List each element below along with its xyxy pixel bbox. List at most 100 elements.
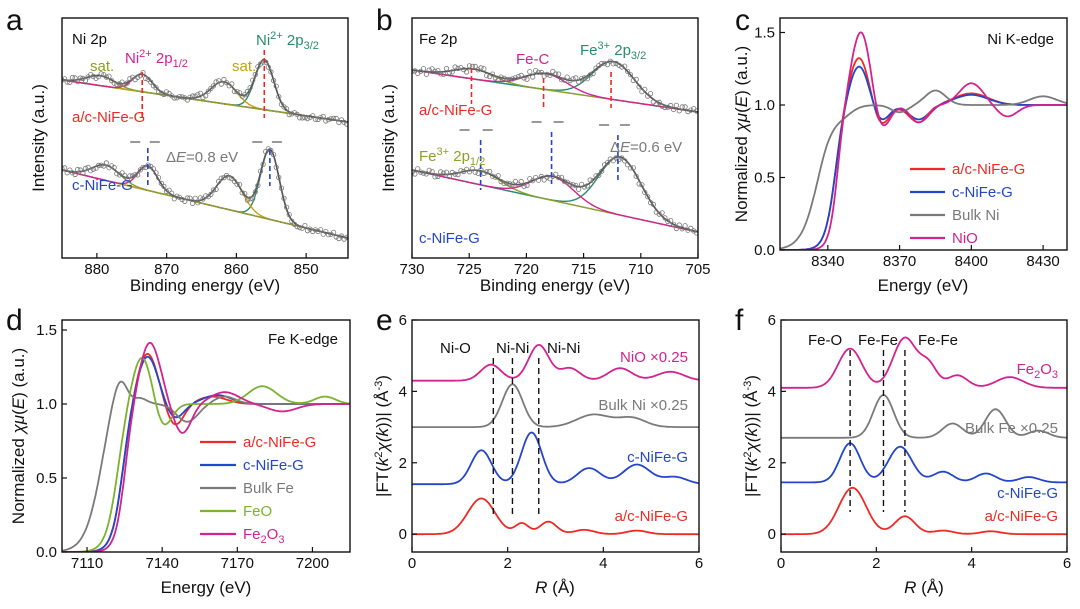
- panel-c-ni-kedge: 8340 8370 8400 8430 0.0 0.5 1.0 1.5 Ni K-edge a…: [732, 17, 1068, 295]
- panel-f-x-tick-label-0: 0: [777, 555, 785, 572]
- panel-b-ac-data-point: [555, 71, 562, 77]
- panel-label-d: d: [6, 304, 23, 337]
- panel-a-c-data-point: [135, 172, 141, 178]
- panel-a-ac-data-point: [103, 74, 110, 80]
- panel-b-c-data-point: [604, 160, 611, 166]
- panel-a-c-data-point: [333, 234, 339, 240]
- panel-label-b: b: [376, 4, 393, 37]
- panel-b-c-data-point: [576, 186, 582, 192]
- panel-b-ac-data-point: [495, 77, 501, 83]
- panel-b-c-data-point: [607, 156, 613, 162]
- panel-a-c-data-point: [317, 227, 324, 233]
- panel-a-ac-data-point: [153, 85, 159, 91]
- panel-f-x-tick-label-2: 4: [967, 555, 975, 572]
- panel-a-ac-data-point: [289, 111, 295, 117]
- panel-b-ac-data-point: [466, 63, 473, 69]
- panel-a-ac-data-point: [179, 94, 185, 100]
- panel-e-annotation-2: Ni-Ni: [547, 340, 580, 357]
- panel-d-y-label: Normalized χμ(E) (a.u.): [9, 348, 28, 524]
- panel-a-ac-data-point: [114, 81, 120, 87]
- panel-a-c-data-point: [273, 164, 279, 170]
- panel-b-x-label: Binding energy (eV): [480, 276, 630, 295]
- panel-c-y-tick-label-0: 0.0: [754, 242, 775, 259]
- panel-a-c-data-point: [312, 227, 318, 233]
- panel-d-line-3: [62, 357, 350, 552]
- panel-a-c-data-point: [137, 167, 143, 173]
- panel-b-c-data-point: [507, 181, 513, 187]
- panel-b-c-data-point: [515, 181, 522, 187]
- panel-b-ac-data-point: [455, 65, 461, 72]
- panel-b-c-data-point: [541, 177, 547, 183]
- panel-a-ni2p12-label: Ni2+ 2p1/2: [125, 48, 188, 70]
- panel-a-delta-e: ΔE=0.8 eV: [166, 149, 238, 166]
- panel-a-c-data-point: [229, 176, 235, 182]
- panel-b-c-data-point: [616, 156, 622, 163]
- panel-d-legend-label-2: Bulk Fe: [243, 480, 294, 497]
- panel-b-ac-data-point: [679, 104, 685, 110]
- panel-a-ac-data-point: [98, 71, 104, 77]
- panel-a-c-data-point: [174, 193, 180, 199]
- panel-d-legend-label-4: Fe2O3: [243, 526, 284, 546]
- panel-a-c-data-point: [242, 191, 248, 197]
- panel-a-c-data-point: [315, 228, 321, 234]
- panel-c-legend-label-2: Bulk Ni: [952, 207, 1000, 224]
- panel-a-c-data-point: [187, 195, 193, 201]
- panel-b-ac-data-point: [417, 68, 424, 74]
- panel-c-line-1: [780, 65, 1067, 250]
- panel-b-ac-data-point: [573, 75, 579, 81]
- panel-f-y-tick-label-2: 4: [768, 383, 776, 400]
- panel-b-ac-data-point: [576, 79, 582, 85]
- panel-a-c-data-point: [190, 200, 196, 206]
- panel-a-c-data-point: [75, 166, 81, 173]
- panel-b-c-data-point: [509, 181, 516, 187]
- panel-f-frame: [780, 319, 1068, 553]
- panel-b-c-data-point: [530, 178, 536, 184]
- panel-e-x-tick-label-0: 0: [408, 555, 416, 572]
- panel-a-ac-data-point: [156, 89, 162, 95]
- panel-c-x-tick-label-2: 8400: [955, 253, 988, 270]
- panel-a-c-data-point: [111, 164, 117, 171]
- panel-b-c-data-point: [449, 169, 455, 176]
- panel-d-x-tick-label-3: 7200: [296, 555, 329, 572]
- panel-b-series-label-c: c-NiFe-G: [419, 230, 480, 247]
- panel-b-c-data-point: [521, 183, 527, 189]
- panel-a-ac-data-point: [229, 81, 235, 87]
- panel-a-ac-data-point: [260, 59, 266, 65]
- panel-b-ac-data-point: [668, 102, 674, 109]
- panel-a-c-data-point: [127, 173, 133, 179]
- panel-b-ac-data-point: [558, 77, 565, 83]
- panel-a-c-data-point: [237, 182, 243, 188]
- panel-a-ac-data-point: [273, 83, 279, 89]
- panel-b-ac-data-point: [452, 64, 458, 70]
- panel-b-ac-data-point: [553, 71, 559, 77]
- panel-e-frame: [411, 319, 700, 553]
- panel-c-y-tick-label-1: 0.5: [754, 170, 775, 187]
- panel-e-y-tick-label-0: 0: [399, 526, 407, 543]
- panel-b-c-data-point: [645, 194, 651, 200]
- panel-b-ac-data-point: [662, 104, 668, 111]
- panel-b-ac-data-point: [622, 63, 628, 69]
- panel-b-frame: [411, 17, 699, 259]
- panel-f-annotation-2: Fe-Fe: [918, 332, 958, 349]
- panel-b-ac-data-point: [673, 102, 680, 108]
- panel-a-series-label-c: c-NiFe-G: [72, 177, 133, 194]
- panel-c-legend-label-1: c-NiFe-G: [952, 184, 1013, 201]
- panel-b-c-data-point: [432, 174, 438, 180]
- panel-d-line-0: [62, 352, 350, 552]
- panel-label-e: e: [376, 304, 393, 337]
- panel-b-fe2p12-label: Fe3+ 2p1/2: [419, 146, 485, 168]
- panel-b-ac-data-point: [518, 72, 524, 79]
- panel-a-c-data-point: [218, 175, 224, 181]
- panel-b-ac-data-point: [432, 68, 438, 75]
- panel-a-ac-data-point: [242, 92, 248, 98]
- panel-b-c-data-point: [535, 177, 542, 183]
- panel-f-y-label: |FT(k2χ(k))| (Å-3): [742, 375, 761, 497]
- panel-a-c-data-point: [62, 165, 68, 171]
- panel-a-ac-data-point: [237, 90, 243, 96]
- panel-a-c-data-point: [210, 187, 217, 193]
- panel-a-sat-label-2: sat.: [232, 58, 256, 75]
- panel-b-c-data-point: [495, 173, 501, 179]
- panel-a-c-data-point: [156, 175, 162, 181]
- panel-a-ac-data-point: [93, 75, 99, 81]
- panel-a-ac-data-point: [330, 115, 337, 121]
